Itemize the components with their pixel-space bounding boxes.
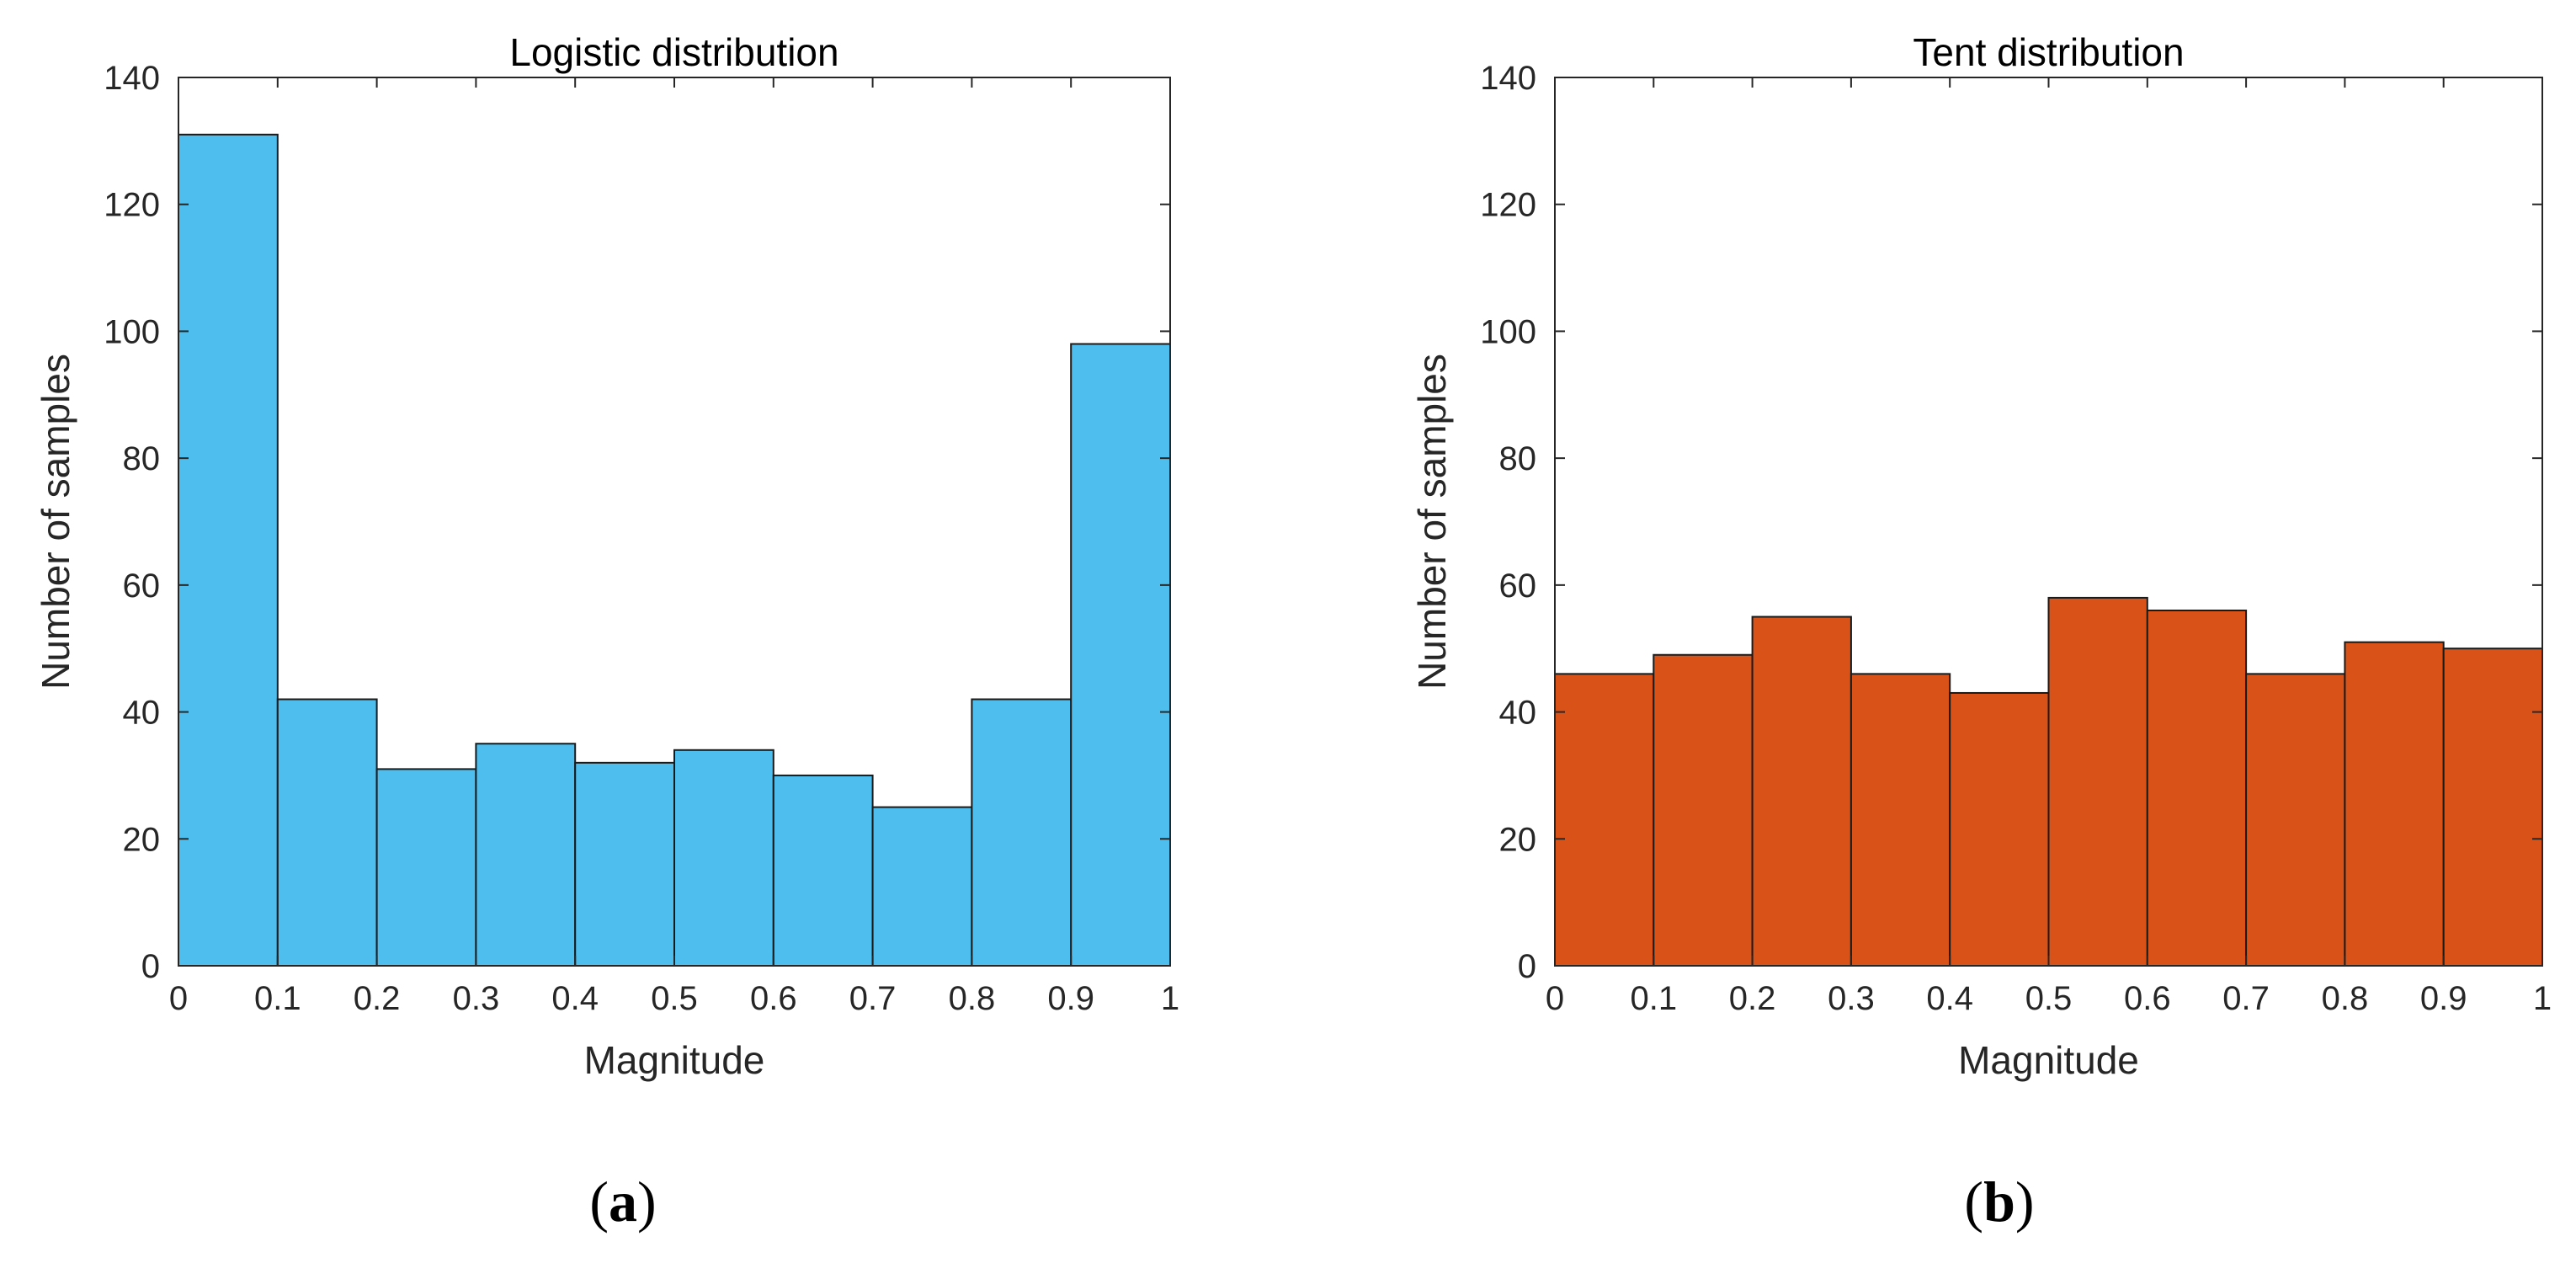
histogram-bar (375, 768, 477, 967)
x-tick-label: 0 (1546, 980, 1564, 1017)
x-tick-label: 0.5 (2025, 980, 2073, 1017)
x-tick-label: 0.4 (1926, 980, 1973, 1017)
y-tick-label: 100 (1480, 313, 1536, 350)
x-tick-label: 0.6 (750, 980, 797, 1017)
histogram-bar (2146, 610, 2248, 967)
y-tick-label: 80 (123, 440, 161, 477)
y-tick-label: 60 (123, 568, 161, 605)
y-tick-label: 120 (104, 187, 160, 224)
y-axis-title: Number of samples (34, 354, 77, 690)
y-tick-label: 40 (1499, 695, 1537, 732)
x-tick-label: 0.8 (2322, 980, 2369, 1017)
x-axis-title: Magnitude (584, 1038, 765, 1082)
histogram-bar (971, 698, 1072, 967)
caption-open-paren: ( (1964, 1170, 1983, 1234)
x-tick-label: 0.9 (1047, 980, 1094, 1017)
histogram-bar (2344, 641, 2445, 967)
y-tick-label: 40 (123, 695, 161, 732)
x-tick-label: 0.7 (2222, 980, 2270, 1017)
x-tick-label: 0.2 (1729, 980, 1776, 1017)
caption-close-paren: ) (637, 1170, 657, 1234)
histogram-bar (2245, 673, 2346, 967)
histogram-bar (673, 749, 774, 967)
x-tick-label: 0.1 (254, 980, 301, 1017)
x-tick-label: 0.5 (651, 980, 698, 1017)
histogram-bar (871, 806, 973, 967)
y-tick-label: 120 (1480, 187, 1536, 224)
chart-title: Logistic distribution (509, 30, 838, 74)
histogram-bar (1850, 673, 1951, 967)
y-tick-label: 0 (141, 948, 160, 985)
chart-panel-a: 0 0.1 0.2 0.3 0.4 0.5 0.6 0.7 0.8 0.9 1 0 20 40 60 80 10… (34, 30, 1179, 1234)
histogram-bar (1949, 691, 2050, 967)
x-tick-label: 0.9 (2420, 980, 2467, 1017)
caption-close-paren: ) (2015, 1170, 2035, 1234)
x-tick-label: 0.7 (849, 980, 897, 1017)
histogram-bar (1070, 343, 1171, 967)
histogram-bar (1554, 673, 1655, 967)
caption-letter: a (609, 1170, 637, 1234)
histogram-bar (276, 698, 378, 967)
chart-title: Tent distribution (1913, 30, 2184, 74)
y-tick-label: 20 (123, 821, 161, 858)
caption-letter: b (1983, 1170, 2015, 1234)
caption-open-paren: ( (589, 1170, 609, 1234)
y-tick-label: 140 (1480, 60, 1536, 97)
y-tick-label: 100 (104, 313, 160, 350)
y-tick-label: 0 (1518, 948, 1536, 985)
x-tick-label: 1 (1161, 980, 1179, 1017)
histogram-bar (2442, 647, 2543, 967)
y-tick-label: 60 (1499, 568, 1537, 605)
histogram-bar (475, 743, 577, 967)
histogram-bar (1653, 653, 1754, 967)
x-tick-label: 0.6 (2124, 980, 2171, 1017)
histogram-bar (574, 761, 676, 967)
y-tick-label: 140 (104, 60, 160, 97)
x-axis-title: Magnitude (1958, 1038, 2139, 1082)
x-tick-label: 1 (2533, 980, 2552, 1017)
panel-caption: (a) (589, 1170, 656, 1234)
chart-panel-b: 0 0.1 0.2 0.3 0.4 0.5 0.6 0.7 0.8 0.9 1 0 20 40 60 80 10… (1410, 30, 2552, 1234)
y-tick-label: 20 (1499, 821, 1537, 858)
y-axis-title: Number of samples (1410, 354, 1454, 690)
histogram-bar (772, 774, 874, 967)
panel-caption: (b) (1964, 1170, 2034, 1234)
histogram-bar (1751, 616, 1852, 967)
x-tick-label: 0.2 (354, 980, 401, 1017)
histogram-bar (178, 133, 279, 967)
x-tick-label: 0.3 (1828, 980, 1875, 1017)
x-tick-label: 0.3 (453, 980, 500, 1017)
x-tick-label: 0.8 (949, 980, 996, 1017)
x-tick-label: 0.4 (551, 980, 599, 1017)
histogram-bar (2047, 596, 2148, 967)
x-tick-label: 0.1 (1630, 980, 1677, 1017)
x-tick-label: 0 (169, 980, 188, 1017)
y-tick-label: 80 (1499, 440, 1537, 477)
